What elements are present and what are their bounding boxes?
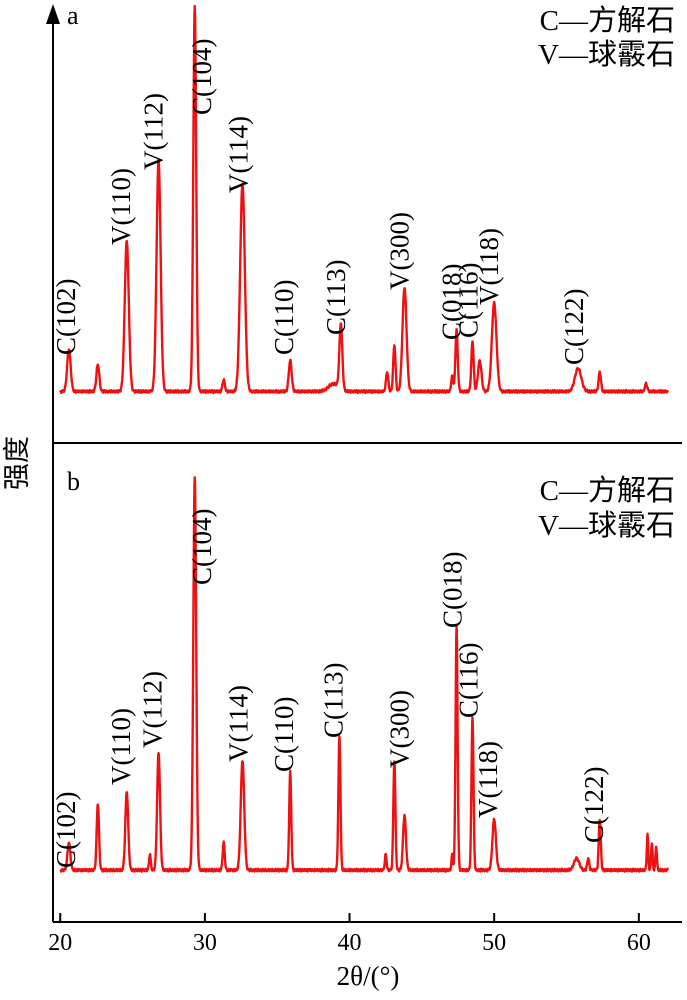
xrd-curve-a bbox=[59, 4, 669, 395]
peak-label: V(118) bbox=[474, 228, 504, 305]
peak-label: C(116) bbox=[453, 262, 483, 338]
panel-b: b C—方解石 V—球霰石 C(102) V(110) V(112) C(104) V(… bbox=[51, 467, 675, 873]
legend-vaterite-a: V—球霰石 bbox=[538, 38, 675, 71]
legend-vaterite-b: V—球霰石 bbox=[538, 509, 675, 542]
x-tick-label: 30 bbox=[193, 930, 217, 956]
peak-label: C(102) bbox=[51, 792, 81, 869]
panel-a: a C—方解石 V—球霰石 C(102)V(110)V(112)C(104)V(… bbox=[51, 1, 675, 395]
peak-label: C(104) bbox=[187, 509, 217, 586]
axes bbox=[46, 4, 682, 923]
peak-label: C(110) bbox=[269, 697, 299, 773]
peak-label: V(118) bbox=[473, 741, 503, 818]
peak-label: C(110) bbox=[269, 280, 299, 356]
x-tick-label: 40 bbox=[338, 930, 362, 956]
y-axis-title: 强度 bbox=[2, 436, 32, 490]
peak-label: V(114) bbox=[223, 116, 253, 193]
peak-label: C(113) bbox=[321, 260, 351, 336]
peak-label: V(112) bbox=[138, 671, 168, 748]
y-axis-arrow bbox=[46, 4, 60, 24]
panel-label-b: b bbox=[67, 467, 80, 496]
panel-label-a: a bbox=[67, 1, 79, 30]
peak-label: C(102) bbox=[51, 279, 81, 356]
peak-label: C(018) bbox=[437, 263, 467, 340]
legend-calcite-b: C—方解石 bbox=[540, 474, 675, 507]
x-tick-label: 50 bbox=[482, 930, 506, 956]
peak-label: C(116) bbox=[453, 643, 483, 719]
legend-calcite-a: C—方解石 bbox=[540, 4, 675, 37]
peak-label: V(112) bbox=[139, 93, 169, 170]
peak-label: V(114) bbox=[223, 685, 253, 762]
peak-label: C(122) bbox=[559, 289, 589, 366]
peak-label: V(110) bbox=[106, 708, 136, 785]
peak-labels-b: C(102) V(110) V(112) C(104) V(114) C(110) C(11… bbox=[51, 509, 609, 869]
peak-label: V(300) bbox=[385, 690, 415, 768]
xrd-curve-b bbox=[59, 476, 669, 873]
peak-labels-a: C(102) V(110)V(112) C(104)V(114) C(110) C(11… bbox=[51, 39, 589, 366]
peak-label: C(104) bbox=[187, 39, 217, 115]
peak-label: C(122) bbox=[579, 767, 609, 844]
peak-label: C(018) bbox=[438, 552, 468, 629]
x-axis-title: 2θ/(°) bbox=[337, 961, 400, 991]
peak-label: V(110) bbox=[106, 168, 136, 245]
peak-label: V(300) bbox=[385, 212, 415, 290]
x-axis-ticks: 20 30 40 50 60 bbox=[48, 913, 651, 956]
peak-label: C(113) bbox=[318, 663, 348, 739]
x-tick-label: 60 bbox=[627, 930, 651, 956]
x-tick-label: 20 bbox=[48, 930, 72, 956]
